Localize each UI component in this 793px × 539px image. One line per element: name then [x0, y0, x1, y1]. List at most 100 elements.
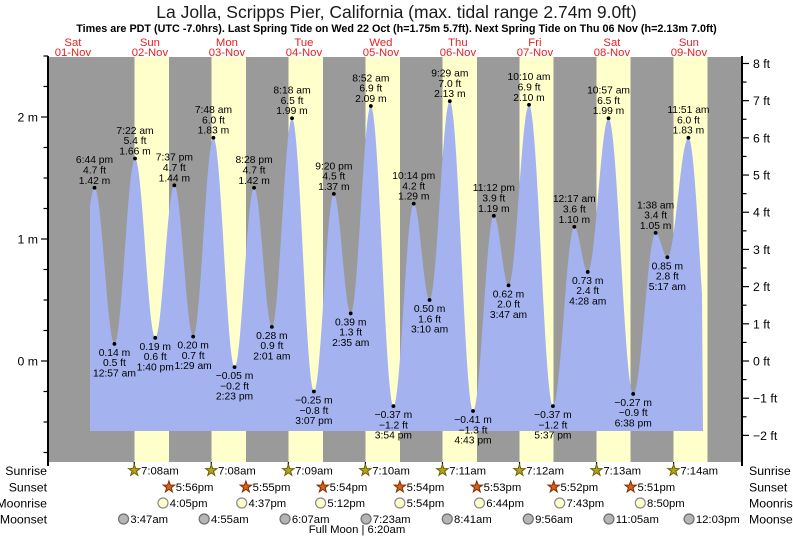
sunset-time-label: 5:55pm: [253, 482, 291, 494]
row-label-sunset-right: Sunset: [749, 481, 788, 495]
row-label-sunset-left: Sunset: [9, 481, 48, 495]
tide-time-label: 4:28 am: [569, 297, 606, 308]
day-name-label: Wed: [369, 37, 392, 49]
tide-ft-label: 6.5 ft: [597, 96, 620, 107]
sunset-star-icon: [392, 479, 407, 494]
sunset-star-icon: [469, 479, 484, 494]
tide-ft-label: 3.6 ft: [563, 205, 586, 216]
day-date-label: 09-Nov: [671, 47, 708, 59]
tide-ft-label: −0.9 ft: [619, 408, 648, 419]
tide-time-label: 12:17 am: [553, 194, 596, 205]
tide-ft-label: 1.3 ft: [339, 328, 362, 339]
sunrise-time-label: 7:13am: [603, 466, 641, 478]
high-tide-event: [572, 224, 577, 229]
moonset-circle-icon: [360, 513, 372, 525]
moonrise-time-label: 4:37pm: [249, 498, 287, 510]
moonrise-marker-group: 5:12pm: [314, 497, 365, 510]
low-tide-event: [191, 334, 196, 339]
tide-curve-area: [90, 101, 703, 431]
tide-point-dot: [191, 334, 196, 339]
low-tide-event: [269, 324, 274, 329]
tide-point-dot: [527, 102, 531, 107]
tide-time-label: 10:57 am: [587, 86, 630, 97]
moonset-time-label: 8:41am: [454, 514, 492, 526]
tide-point-dot: [391, 404, 396, 409]
sunrise-time-label: 7:09am: [295, 466, 333, 478]
moonset-marker-group: 8:41am: [441, 513, 492, 526]
sunrise-time-label: 7:08am: [218, 466, 256, 478]
tide-time-label: 3:10 am: [411, 325, 448, 336]
low-tide-event: [232, 365, 237, 369]
tide-point-dot: [312, 389, 316, 394]
tide-m-label: 1.10 m: [559, 215, 590, 226]
tide-time-label: 2:23 pm: [216, 392, 253, 403]
low-tide-event: [391, 404, 396, 409]
tide-m-label: 0.73 m: [572, 276, 603, 287]
tide-point-dot: [491, 213, 496, 218]
tide-ft-label: 6.0 ft: [202, 115, 225, 126]
tide-ft-label: −0.8 ft: [299, 406, 328, 417]
low-tide-event: [665, 255, 670, 260]
high-tide-event: [447, 99, 452, 104]
sunset-marker-group: 5:56pm: [161, 479, 213, 494]
tide-point-dot: [211, 135, 216, 140]
high-tide-event: [527, 102, 531, 107]
right-axis-tick-label: 2 ft: [753, 280, 771, 294]
right-axis-tick-label: 3 ft: [753, 243, 771, 257]
sunset-star-icon: [238, 479, 254, 494]
high-tide-event: [411, 201, 416, 206]
tide-m-label: 1.37 m: [318, 182, 349, 193]
moonrise-marker-group: 8:50pm: [634, 497, 685, 510]
low-tide-event: [551, 404, 555, 409]
high-tide-event: [331, 191, 336, 196]
tide-m-label: 0.39 m: [335, 317, 366, 328]
tide-ft-label: 6.0 ft: [677, 115, 700, 126]
high-tide-event: [133, 156, 137, 161]
high-tide-event: [92, 185, 97, 190]
tide-m-label: 1.99 m: [593, 106, 624, 117]
high-tide-event: [686, 135, 691, 140]
high-tide-event: [368, 104, 373, 108]
tide-ft-label: 3.4 ft: [644, 211, 667, 222]
moonrise-marker-group: 6:44pm: [473, 497, 524, 510]
sunrise-marker-group: 7:08am: [204, 462, 256, 478]
moonset-marker-group: 9:56am: [522, 513, 573, 526]
moonrise-marker-group: 5:54pm: [394, 497, 444, 510]
sunset-marker-group: 5:52pm: [546, 479, 598, 494]
tide-time-label: 9:29 am: [431, 69, 468, 80]
page-title: La Jolla, Scripps Pier, California (max.…: [156, 2, 637, 22]
tide-ft-label: −1.2 ft: [538, 420, 567, 431]
tide-time-label: 8:28 pm: [235, 155, 272, 166]
tide-point-dot: [631, 392, 636, 396]
tide-time-label: 2:35 am: [332, 338, 369, 349]
low-tide-event: [427, 298, 432, 302]
tide-ft-label: 7.0 ft: [438, 79, 461, 90]
sunset-star-icon: [546, 479, 561, 494]
day-name-label: Sat: [64, 37, 82, 49]
tide-time-label: 1:29 am: [175, 361, 212, 372]
sunrise-star-icon: [512, 462, 527, 477]
day-name-label: Sat: [603, 37, 621, 49]
sunset-marker-group: 5:54pm: [315, 479, 367, 494]
high-tide-event: [491, 213, 496, 218]
tide-ft-label: 4.5 ft: [322, 172, 345, 183]
tide-ft-label: 0.5 ft: [103, 358, 126, 369]
moonset-time-label: 9:56am: [535, 514, 573, 526]
tide-time-label: 6:38 pm: [615, 419, 652, 430]
tide-m-label: 1.83 m: [198, 126, 229, 137]
tide-m-label: 1.42 m: [79, 176, 110, 187]
tide-point-dot: [506, 283, 511, 288]
sunrise-star-icon: [435, 462, 450, 477]
tide-time-label: 8:52 am: [352, 73, 389, 84]
tide-point-dot: [269, 324, 274, 329]
sunrise-time-label: 7:14am: [680, 466, 718, 478]
tide-m-label: 1.05 m: [640, 221, 671, 232]
day-date-label: 06-Nov: [440, 47, 477, 59]
sunrise-marker-group: 7:08am: [127, 462, 179, 478]
row-label-sunrise-left: Sunrise: [5, 464, 47, 478]
low-tide-event: [631, 392, 636, 396]
sunrise-marker-group: 7:13am: [589, 462, 641, 478]
moonrise-time-label: 4:05pm: [170, 498, 208, 510]
moonrise-marker-group: 7:43pm: [554, 497, 604, 510]
